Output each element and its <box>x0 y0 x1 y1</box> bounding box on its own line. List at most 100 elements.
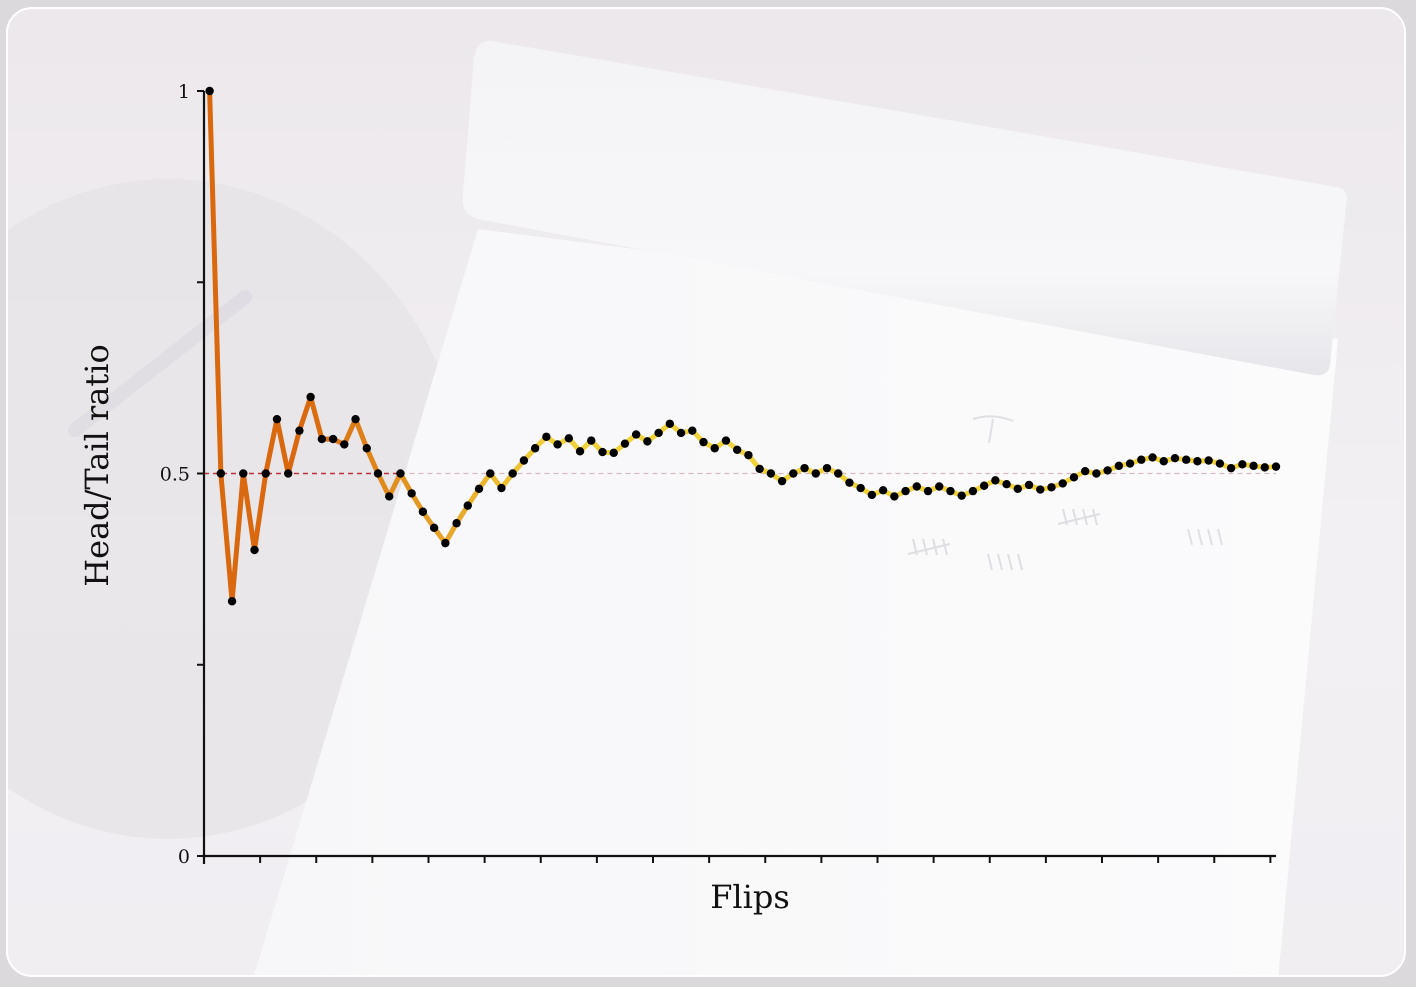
series-segment <box>218 471 235 604</box>
data-point <box>1260 463 1269 472</box>
data-point <box>777 476 787 486</box>
data-point <box>946 486 955 496</box>
data-point <box>721 436 731 445</box>
data-point <box>654 428 663 438</box>
data-point <box>620 439 630 448</box>
y-tick-label: 1 <box>178 81 190 103</box>
series-segment <box>364 445 381 476</box>
data-point <box>834 469 843 478</box>
y-axis-title: Head/Tail ratio <box>78 344 116 587</box>
data-point <box>800 463 809 473</box>
data-point <box>688 426 697 435</box>
notepad-roll <box>462 40 1347 376</box>
y-tick-label: 0.5 <box>160 464 190 486</box>
series-segment <box>375 471 392 499</box>
data-point <box>845 478 854 487</box>
data-point <box>239 469 248 478</box>
data-point <box>272 414 282 424</box>
axes-layer <box>202 91 1276 864</box>
data-point <box>351 414 360 424</box>
data-point <box>474 484 484 493</box>
data-point <box>418 507 428 516</box>
data-point <box>519 456 529 465</box>
data-point <box>317 434 327 444</box>
x-axis-title: Flips <box>710 878 790 916</box>
data-point <box>1271 462 1281 471</box>
data-point <box>1103 466 1112 475</box>
data-point <box>665 419 675 428</box>
data-point <box>295 426 304 435</box>
data-point <box>699 437 708 447</box>
data-point <box>935 482 944 491</box>
data-point <box>676 428 686 438</box>
line-chart: 00.51 Flips Head/Tail ratio <box>78 81 1281 916</box>
data-point <box>463 501 472 510</box>
data-point <box>497 483 506 493</box>
data-point <box>205 86 214 96</box>
series-segment <box>308 394 325 442</box>
data-point <box>373 469 383 478</box>
data-point <box>306 392 315 402</box>
data-point <box>575 447 585 456</box>
data-point <box>486 469 495 478</box>
data-point <box>340 440 349 449</box>
data-point <box>216 469 226 478</box>
data-point <box>991 476 1000 485</box>
data-point <box>968 486 978 496</box>
data-point <box>1170 454 1180 463</box>
data-point <box>1148 453 1157 462</box>
data-point <box>1226 463 1236 473</box>
series-segment <box>240 471 258 553</box>
data-point <box>710 444 719 453</box>
series-segment <box>386 471 403 499</box>
series-segment <box>229 471 246 604</box>
series-segment <box>252 471 269 553</box>
data-point <box>1193 457 1202 466</box>
data-point <box>901 486 910 496</box>
tick-layer: 00.51 <box>160 81 1272 868</box>
data-point <box>362 444 371 453</box>
data-point <box>1058 479 1067 488</box>
y-tick-label: 0 <box>178 846 190 868</box>
data-point <box>587 436 596 445</box>
series-line-layer <box>207 88 1279 604</box>
data-point <box>429 523 439 533</box>
data-point <box>923 486 933 496</box>
data-point <box>1013 484 1023 493</box>
data-point <box>1249 461 1258 471</box>
series-segment <box>207 88 224 476</box>
chart-card: 0 0.5 1 Flips Head/Tail ratio <box>6 7 1406 977</box>
data-point <box>811 469 820 478</box>
faint-tally-marks <box>907 415 1223 571</box>
data-point <box>261 469 270 478</box>
data-point <box>396 469 405 478</box>
data-point <box>609 448 618 458</box>
pen-shape <box>67 290 253 438</box>
data-point <box>1238 460 1247 469</box>
series-points-layer <box>205 86 1281 606</box>
data-point <box>766 469 776 478</box>
data-point <box>385 492 394 501</box>
series-segment <box>285 428 302 476</box>
data-point <box>1181 455 1191 464</box>
data-point <box>856 483 865 493</box>
data-point <box>1114 461 1124 471</box>
data-point <box>878 486 888 495</box>
data-point <box>564 434 574 443</box>
data-point <box>441 538 450 548</box>
data-point <box>912 482 921 491</box>
data-point <box>1092 469 1101 478</box>
data-point <box>542 432 551 441</box>
data-point <box>1047 483 1056 492</box>
data-point <box>227 597 237 606</box>
data-point <box>598 447 607 457</box>
notepad-sheet <box>254 229 1338 975</box>
series-segment <box>274 416 291 476</box>
data-point <box>328 434 338 444</box>
data-point <box>822 463 832 473</box>
data-point <box>1036 485 1045 494</box>
data-point <box>789 469 798 478</box>
data-point <box>744 450 753 460</box>
data-point <box>452 519 461 528</box>
